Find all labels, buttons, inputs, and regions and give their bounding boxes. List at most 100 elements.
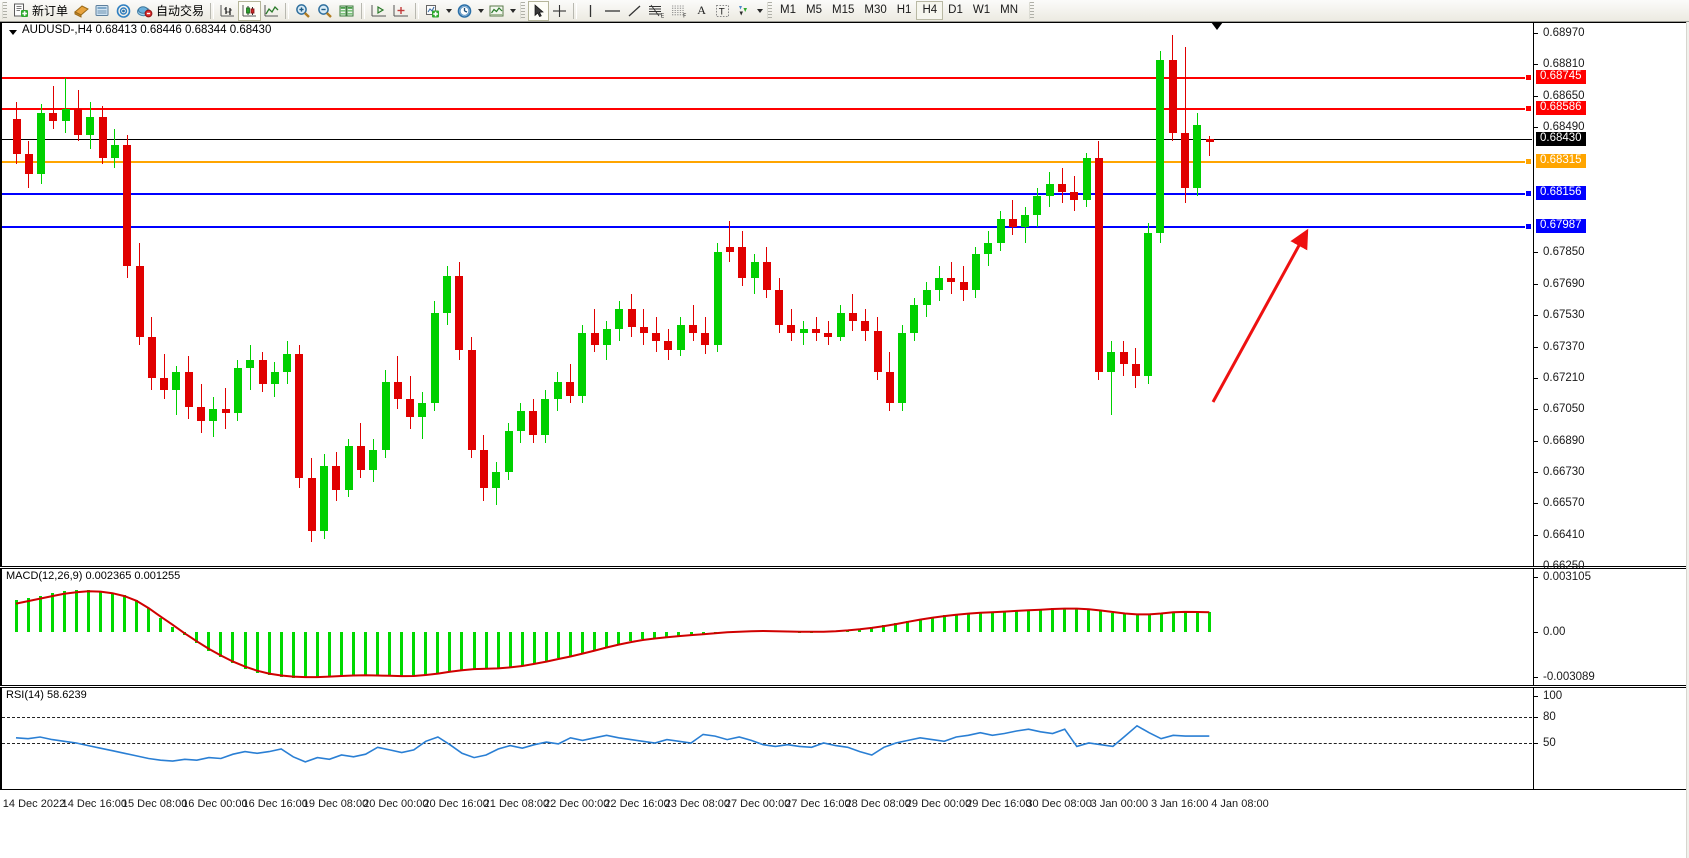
support-line[interactable]: [2, 192, 1532, 195]
candle-body: [1193, 125, 1201, 188]
insert-group: [422, 0, 518, 22]
candle-wick: [693, 305, 694, 341]
macd-pane[interactable]: MACD(12,26,9) 0.002365 0.001255 0.003105…: [0, 568, 1689, 686]
line-chart-button[interactable]: [261, 1, 282, 21]
chart-menu-caret-icon[interactable]: [9, 30, 17, 35]
support-price-tag[interactable]: 0.67987: [1536, 218, 1586, 233]
new-order-button[interactable]: [10, 1, 31, 21]
current-price-price-tag[interactable]: 0.68430: [1536, 131, 1586, 146]
time-tick: 20 Dec 16:00: [423, 798, 489, 810]
zoom-in-button[interactable]: [292, 1, 314, 21]
templates-button[interactable]: [486, 1, 507, 21]
time-scale[interactable]: 14 Dec 2022 14 Dec 16:00 15 Dec 08:00 16 De…: [0, 791, 1689, 817]
resistance-line[interactable]: [2, 77, 1532, 80]
line-drag-handle[interactable]: [1525, 222, 1532, 230]
rsi-scale: 100 80 50: [1534, 688, 1689, 789]
timeframe-h1-button[interactable]: H1: [896, 4, 912, 16]
resistance-line[interactable]: [2, 108, 1532, 111]
trendline-button[interactable]: [624, 1, 645, 21]
toolbar-grip-1[interactable]: [2, 2, 7, 19]
price-plot[interactable]: [2, 23, 1689, 566]
support-line[interactable]: [2, 225, 1532, 228]
candle-wick: [1012, 199, 1013, 235]
templates-dropdown[interactable]: [507, 1, 518, 21]
macd-histogram-bar: [906, 620, 909, 633]
shapes-dropdown[interactable]: [754, 1, 765, 21]
current-price-line[interactable]: [2, 138, 1532, 140]
auto-trading-button[interactable]: [134, 1, 155, 21]
macd-scale-divider: [1533, 569, 1534, 685]
candle-body: [763, 262, 771, 290]
tile-windows-button[interactable]: [336, 1, 358, 21]
candle-body: [615, 309, 623, 329]
andrews-pitchfork-button[interactable]: F: [668, 1, 691, 21]
resistance-price-tag[interactable]: 0.68745: [1536, 70, 1586, 85]
resistance-price-tag[interactable]: 0.68586: [1536, 101, 1586, 116]
candle-body: [369, 450, 377, 470]
macd-histogram-bar: [1075, 608, 1078, 633]
shapes-button[interactable]: [733, 1, 754, 21]
time-tick: 22 Dec 16:00: [604, 798, 670, 810]
support-price-tag[interactable]: 0.68156: [1536, 185, 1586, 200]
chevron-down-icon: [756, 8, 763, 13]
timeframe-m1-button[interactable]: M1: [780, 4, 797, 16]
zoom-out-icon: [318, 3, 332, 18]
hline-button[interactable]: [601, 1, 624, 21]
candle-body: [1033, 195, 1041, 216]
timeframe-h4-button[interactable]: H4: [916, 1, 944, 20]
candle-body: [603, 328, 611, 345]
add-indicator-button[interactable]: [422, 1, 443, 21]
data-window-button[interactable]: [92, 1, 113, 21]
timeframe-d1-button[interactable]: D1: [948, 4, 963, 16]
timeframe-m15-button[interactable]: M15: [832, 4, 855, 16]
candle-body: [910, 305, 918, 333]
text-label-button[interactable]: A: [691, 1, 712, 21]
candlestick-chart-button[interactable]: [238, 0, 262, 21]
candle-body: [529, 411, 537, 435]
fibonacci-button[interactable]: E: [645, 1, 668, 21]
price-tick: 0.66570: [1534, 497, 1585, 509]
line-drag-handle[interactable]: [1525, 105, 1532, 113]
candle-body: [1206, 138, 1214, 143]
chart-shift-button[interactable]: [368, 1, 390, 21]
pivot-price-tag[interactable]: 0.68315: [1536, 154, 1586, 169]
line-drag-handle[interactable]: [1525, 158, 1532, 166]
timeframe-mn-button[interactable]: MN: [1000, 4, 1018, 16]
rsi-tick: 80: [1534, 711, 1556, 723]
price-pane[interactable]: AUDUSD-,H4 0.68413 0.68446 0.68344 0.684…: [0, 22, 1689, 572]
add-indicator-dropdown[interactable]: [443, 1, 454, 21]
auto-scroll-button[interactable]: [390, 1, 412, 21]
candle-body: [13, 119, 21, 155]
macd-histogram-bar: [1099, 610, 1102, 633]
macd-plot[interactable]: [2, 569, 1689, 685]
text-box-button[interactable]: T: [712, 1, 733, 21]
period-button[interactable]: [454, 1, 475, 21]
vline-button[interactable]: [580, 1, 601, 21]
macd-histogram-bar: [268, 632, 271, 676]
crosshair-button[interactable]: [549, 1, 570, 21]
toolbar-grip-4[interactable]: [1029, 2, 1034, 19]
macd-histogram-bar: [376, 632, 379, 676]
bar-chart-button[interactable]: [217, 1, 238, 21]
price-scale[interactable]: 0.68970 0.68810 0.68650 0.68490 0.67850 0.676…: [1534, 23, 1689, 572]
toolbar-grip-2[interactable]: [520, 2, 526, 19]
cursor-button[interactable]: [528, 0, 550, 21]
candle-body: [37, 113, 45, 175]
rsi-plot[interactable]: [2, 688, 1689, 789]
zoom-out-button[interactable]: [314, 1, 336, 21]
navigator-button[interactable]: [113, 1, 134, 21]
timeframe-m5-button[interactable]: M5: [806, 4, 822, 16]
vertical-scrollbar[interactable]: [1686, 22, 1689, 858]
toolbar-grip-3[interactable]: [767, 2, 773, 19]
line-drag-handle[interactable]: [1525, 189, 1532, 197]
rsi-pane[interactable]: RSI(14) 58.6239 100 80 50: [0, 687, 1689, 790]
timeframe-w1-button[interactable]: W1: [972, 4, 991, 16]
macd-histogram-bar: [135, 600, 138, 633]
line-drag-handle[interactable]: [1525, 74, 1532, 82]
pivot-line[interactable]: [2, 161, 1532, 164]
time-tick: 27 Dec 00:00: [724, 798, 791, 810]
period-dropdown[interactable]: [475, 1, 486, 21]
timeframe-m30-button[interactable]: M30: [864, 4, 887, 16]
chart-area[interactable]: AUDUSD-,H4 0.68413 0.68446 0.68344 0.684…: [0, 22, 1689, 858]
expert-advisor-button[interactable]: [71, 1, 92, 21]
